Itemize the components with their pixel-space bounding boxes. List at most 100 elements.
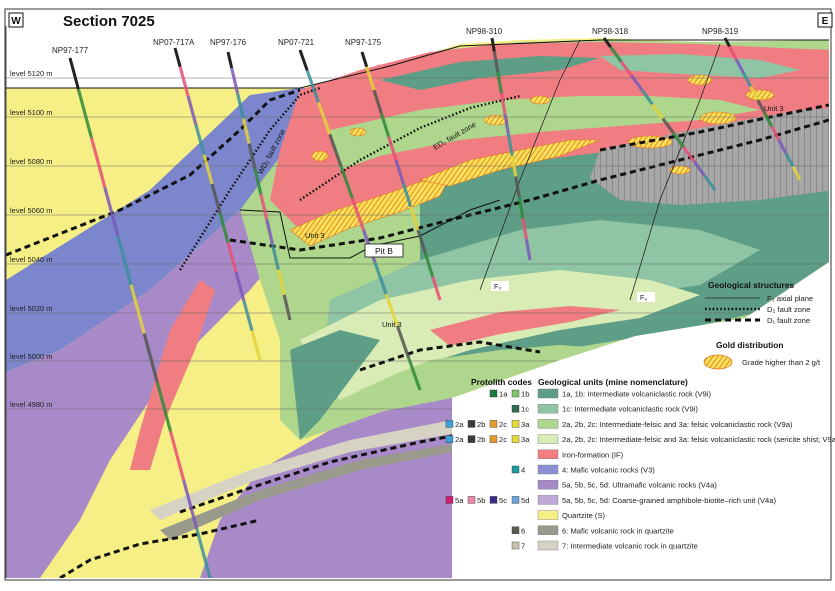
protolith-swatch: [489, 420, 498, 428]
gold-legend-heading: Gold distribution: [716, 340, 783, 350]
protolith-swatch: [511, 541, 520, 550]
level-label: level 5000 m: [10, 352, 53, 361]
protolith-code: 2b: [477, 420, 485, 429]
gold-zone: [483, 114, 509, 126]
drillhole-label: NP97-176: [210, 38, 247, 47]
drillhole-segment: [339, 165, 354, 199]
unit-swatch: [537, 495, 559, 505]
drillhole-segment: [521, 217, 529, 240]
drillhole-labels: NP97-177 NP07-717A NP97-176 NP07-721 NP97-17…: [52, 27, 739, 55]
drillhole-segment: [749, 85, 760, 101]
level-label: level 5020 m: [10, 304, 53, 313]
drillholes: [68, 37, 802, 578]
unit-label: 2a, 2b, 2c: Intermediate-felsic and 3a: …: [562, 435, 835, 444]
unit-swatch: [537, 419, 559, 429]
drillhole-segment: [763, 112, 774, 128]
level-label: level 4980 m: [10, 400, 53, 409]
green-interlayer-a: [330, 96, 760, 170]
gold-zone: [529, 95, 551, 105]
protolith-swatch: [467, 435, 476, 443]
drillhole-segment: [492, 51, 500, 73]
gold-legend: Gold distribution Grade higher than 2 g/…: [703, 340, 821, 370]
protolith-swatch: [467, 420, 476, 428]
unit-label: 2a, 2b, 2c: Intermediate-felsic and 3a: …: [562, 420, 793, 429]
f3-label-box-a: [491, 281, 509, 291]
drillhole-segment: [235, 92, 245, 119]
section-title: Section 7025: [63, 13, 155, 30]
unit-swatch: [537, 449, 559, 459]
unit-swatch: [537, 404, 559, 414]
level-label: level 5040 m: [10, 255, 53, 264]
drillhole-segment: [76, 88, 94, 139]
drillhole-segment: [640, 89, 654, 106]
fault-zones: [6, 86, 829, 578]
protolith-code: 5a: [455, 496, 464, 505]
drillhole-segment: [202, 154, 214, 185]
iron-formation-lens: [130, 280, 215, 470]
protolith-code: 1b: [521, 390, 529, 399]
green-interlayer-b: [380, 56, 600, 90]
structure-item-d2: D₂ fault zone: [767, 305, 810, 314]
structure-item-d1: D₁ fault zone: [767, 316, 810, 325]
protolith-swatch: [511, 389, 520, 398]
drillhole-segment: [791, 165, 802, 181]
drillhole-segment: [242, 300, 254, 332]
drillhole-segment: [777, 139, 788, 155]
mafic-unit-west: [6, 88, 330, 372]
level-label: level 5080 m: [10, 157, 53, 166]
drillhole-segment: [784, 152, 795, 168]
protolith-swatch: [445, 435, 454, 443]
geological-units-heading: Geological units (mine nomenclature): [538, 377, 688, 387]
drillhole-segment: [703, 174, 717, 191]
drillhole-segment: [116, 235, 133, 286]
geological-unit-rows: 1a, 1b: Intermediate volcaniclastic rock…: [537, 388, 835, 551]
protolith-code: 3a: [521, 420, 530, 429]
east-corner-label: E: [822, 16, 829, 27]
drillhole-collar: [490, 37, 496, 52]
drillhole-segment: [661, 117, 675, 134]
drillhole-segment: [250, 330, 262, 361]
iron-formation-lower-lens: [430, 306, 620, 346]
unit-label: 4: Mafic volcanic rocks (V3): [562, 466, 655, 475]
f3-label-b: F₃: [640, 295, 647, 302]
f3-axial-plane-a: [479, 39, 581, 291]
gold-zone: [311, 150, 329, 162]
protolith-swatch: [511, 465, 520, 474]
drillhole-segment: [387, 136, 398, 161]
drillhole-label: NP07-717A: [153, 38, 195, 47]
f3-axial-plane-b: [629, 43, 721, 301]
gold-zone: [699, 111, 737, 125]
drillhole-segment: [350, 197, 366, 231]
unit3-label-b: Unit 3: [382, 320, 402, 329]
west-corner-label: W: [11, 16, 21, 27]
d1-fault-bottom: [59, 518, 261, 578]
drillhole-segment: [316, 101, 332, 135]
drillhole-segment: [129, 284, 146, 335]
protolith-swatch: [511, 405, 520, 413]
gold-grade-symbol: [703, 354, 733, 370]
units-legend: Protolith codes Geological units (mine n…: [445, 377, 835, 551]
drillhole-segment: [247, 143, 257, 170]
unit-label: 1a, 1b: Intermediate volcaniclastic rock…: [562, 390, 711, 399]
pit-b-outline: [239, 199, 501, 259]
protolith-code: 1c: [521, 405, 529, 414]
drillhole-segment: [514, 176, 521, 198]
protolith-code-rows: 1a 1b 1c 2a 2b 2c 3a 2a 2b 2c 3a 4 5a 5b 5c 5d 6 7: [445, 389, 530, 551]
drillhole-segment: [384, 293, 399, 327]
drillhole-segment: [186, 95, 198, 126]
d1-fault-lower: [359, 340, 541, 372]
drillhole-segment: [373, 261, 388, 295]
drillhole-segment: [234, 271, 246, 302]
drillhole-segment: [770, 125, 781, 141]
gold-zone: [418, 139, 601, 187]
drillhole-segment: [510, 155, 518, 177]
drillhole-segment: [182, 479, 199, 530]
protolith-code: 2c: [499, 420, 507, 429]
west-corner-box: [8, 12, 24, 28]
quartzite-layer-a: [150, 420, 452, 520]
drillhole-segment: [195, 528, 212, 578]
protolith-swatch: [511, 435, 520, 443]
drillhole-segment: [619, 60, 633, 77]
